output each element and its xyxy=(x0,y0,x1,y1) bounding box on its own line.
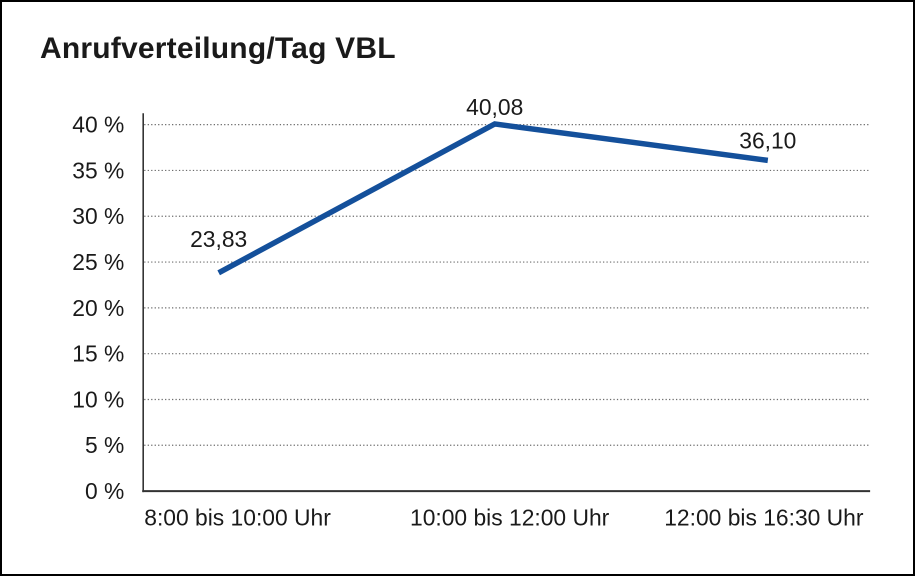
y-tick-label: 35 % xyxy=(72,157,124,183)
x-category-label: 10:00 bis 12:00 Uhr xyxy=(410,504,610,530)
y-tick-label: 10 % xyxy=(72,386,124,412)
y-tick-label: 30 % xyxy=(72,203,124,229)
data-point-label: 23,83 xyxy=(190,226,247,252)
chart-title: Anrufverteilung/Tag VBL xyxy=(40,32,396,65)
x-category-label: 8:00 bis 10:00 Uhr xyxy=(144,504,331,530)
y-tick-label: 5 % xyxy=(85,432,124,458)
x-category-label: 12:00 bis 16:30 Uhr xyxy=(664,504,864,530)
y-tick-label: 20 % xyxy=(72,295,124,321)
data-point-label: 36,10 xyxy=(739,127,796,153)
series-line xyxy=(217,121,769,276)
y-tick-label: 0 % xyxy=(85,478,124,504)
y-tick-label: 25 % xyxy=(72,249,124,275)
y-tick-label: 15 % xyxy=(72,341,124,367)
y-tick-label: 40 % xyxy=(72,112,124,138)
data-point-label: 40,08 xyxy=(466,94,523,120)
